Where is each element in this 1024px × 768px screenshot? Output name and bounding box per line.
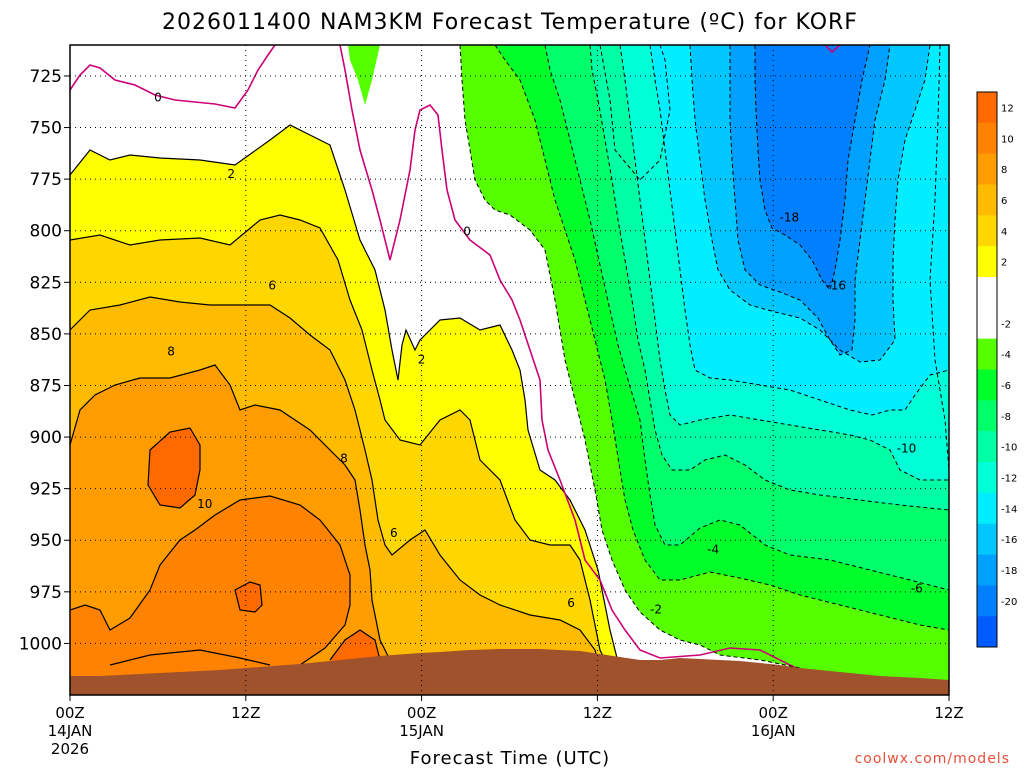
plot-frame <box>69 44 950 696</box>
contour-label: 6 <box>268 278 276 292</box>
terrain <box>70 649 949 695</box>
x-tick-label: 00Z <box>55 704 84 722</box>
x-tick-date: 14JAN <box>48 722 93 740</box>
colorbar-segment <box>977 369 997 401</box>
x-tick-year: 2026 <box>51 740 89 758</box>
colorbar-tick-label: -4 <box>1001 350 1011 361</box>
colorbar-segment <box>977 184 997 216</box>
y-tick-label: 775 <box>30 170 62 190</box>
x-tick-label: 00Z <box>759 704 788 722</box>
band-12-to-14-a <box>148 428 200 508</box>
contour-label: -2 <box>650 602 662 616</box>
colorbar-segment <box>977 400 997 432</box>
grid <box>70 45 949 695</box>
contour-label: 0 <box>154 91 162 105</box>
contour-label: -6 <box>911 582 923 596</box>
colorbar-segment <box>977 462 997 494</box>
plot-area: 0 2 0 6 8 2 10 8 6 6 -2 -4 -18 -16 -10 -6 <box>70 45 949 695</box>
contour-label: -4 <box>707 542 719 556</box>
x-tick-label: 12Z <box>231 704 260 722</box>
colorbar-tick-label: -6 <box>1001 381 1011 392</box>
contour-label: 8 <box>340 452 348 466</box>
colorbar-tick-label: -20 <box>1001 597 1017 608</box>
colorbar-segment <box>977 492 997 524</box>
contour-label: -16 <box>826 278 846 292</box>
colorbar-segment <box>977 246 997 278</box>
zero-contours <box>70 45 841 671</box>
colorbar: 12 10 8 6 4 2 -2 -4 -6 -8 -10 -12 -14 -16 -18 -20 <box>976 91 1017 648</box>
colorbar-segment <box>977 338 997 370</box>
colorbar-segment <box>977 92 997 124</box>
colorbar-tick-label: -18 <box>1001 566 1017 577</box>
colorbar-segment <box>977 431 997 463</box>
contour-label: 8 <box>167 344 175 358</box>
colorbar-tick-label: 12 <box>1001 103 1014 114</box>
colorbar-tick-label: -14 <box>1001 504 1017 515</box>
y-tick-label: 750 <box>30 119 62 139</box>
x-axis-label: Forecast Time (UTC) <box>410 748 610 768</box>
colorbar-segment <box>977 616 997 648</box>
colorbar-tick-label: -12 <box>1001 473 1017 484</box>
y-tick-label: 975 <box>30 583 62 603</box>
band-12-to-14-b <box>235 582 262 612</box>
x-tick-label: 12Z <box>583 704 612 722</box>
colorbar-segment <box>977 307 997 339</box>
x-tick-label: 12Z <box>934 704 963 722</box>
credit-text: coolwx.com/models <box>855 751 1010 767</box>
band-10-to-12 <box>70 496 350 690</box>
contour-label: -18 <box>780 210 800 224</box>
contour-label: 0 <box>463 225 471 239</box>
colorbar-tick-label: 4 <box>1001 227 1007 238</box>
chart-title: 2026011400 NAM3KM Forecast Temperature (… <box>162 10 858 35</box>
contour-label: 6 <box>390 526 398 540</box>
band-m2-to-m4-b <box>348 45 380 105</box>
colorbar-tick-label: -16 <box>1001 535 1017 546</box>
y-tick-label: 725 <box>30 67 62 87</box>
x-tick-date: 15JAN <box>399 722 444 740</box>
x-tick-label: 00Z <box>407 704 436 722</box>
contour-label: 2 <box>227 167 235 181</box>
colorbar-segment <box>977 215 997 247</box>
y-tick-label: 925 <box>30 480 62 500</box>
contour-label: 6 <box>567 596 575 610</box>
colorbar-tick-label: 10 <box>1001 134 1014 145</box>
y-axis: 725 750 775 800 825 850 875 900 925 950 975 1000 <box>19 67 70 654</box>
colorbar-tick-label: 8 <box>1001 165 1007 176</box>
cold-contours <box>459 45 949 691</box>
y-tick-label: 950 <box>30 531 62 551</box>
colorbar-segment <box>977 122 997 154</box>
contour-label: -10 <box>897 441 917 455</box>
colorbar-tick-label: 6 <box>1001 196 1007 207</box>
contour-labels: 0 2 0 6 8 2 10 8 6 6 -2 -4 -18 -16 -10 -6 <box>154 91 923 617</box>
band-m18-to-m20 <box>755 45 870 290</box>
colorbar-segment <box>977 554 997 586</box>
colorbar-tick-label: -10 <box>1001 443 1017 454</box>
warm-contours <box>70 124 621 671</box>
y-tick-label: 825 <box>30 273 62 293</box>
y-tick-label: 875 <box>30 376 62 396</box>
y-tick-label: 900 <box>30 428 62 448</box>
colorbar-segment <box>977 277 997 309</box>
colorbar-tick-label: -8 <box>1001 412 1011 423</box>
contour-label: 10 <box>197 497 212 511</box>
contour-label: 2 <box>418 353 426 367</box>
colorbar-segment <box>977 153 997 185</box>
y-tick-label: 800 <box>30 222 62 242</box>
colorbar-tick-label: 2 <box>1001 258 1007 269</box>
colorbar-segment <box>977 585 997 617</box>
x-tick-date: 16JAN <box>751 722 796 740</box>
colorbar-tick-label: -2 <box>1001 319 1011 330</box>
y-tick-label: 850 <box>30 325 62 345</box>
colorbar-frame <box>976 91 998 648</box>
y-tick-label: 1000 <box>19 634 62 654</box>
colorbar-segment <box>977 523 997 555</box>
